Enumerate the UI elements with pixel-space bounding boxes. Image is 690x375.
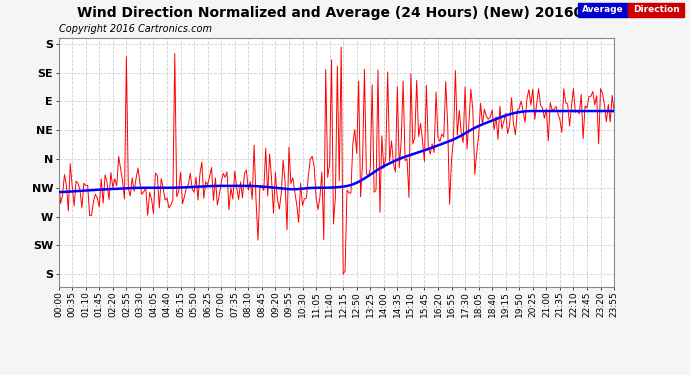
Text: Direction: Direction: [633, 5, 680, 14]
Text: Average: Average: [582, 5, 624, 14]
Text: Wind Direction Normalized and Average (24 Hours) (New) 20160217: Wind Direction Normalized and Average (2…: [77, 6, 613, 20]
Text: Copyright 2016 Cartronics.com: Copyright 2016 Cartronics.com: [59, 24, 212, 34]
